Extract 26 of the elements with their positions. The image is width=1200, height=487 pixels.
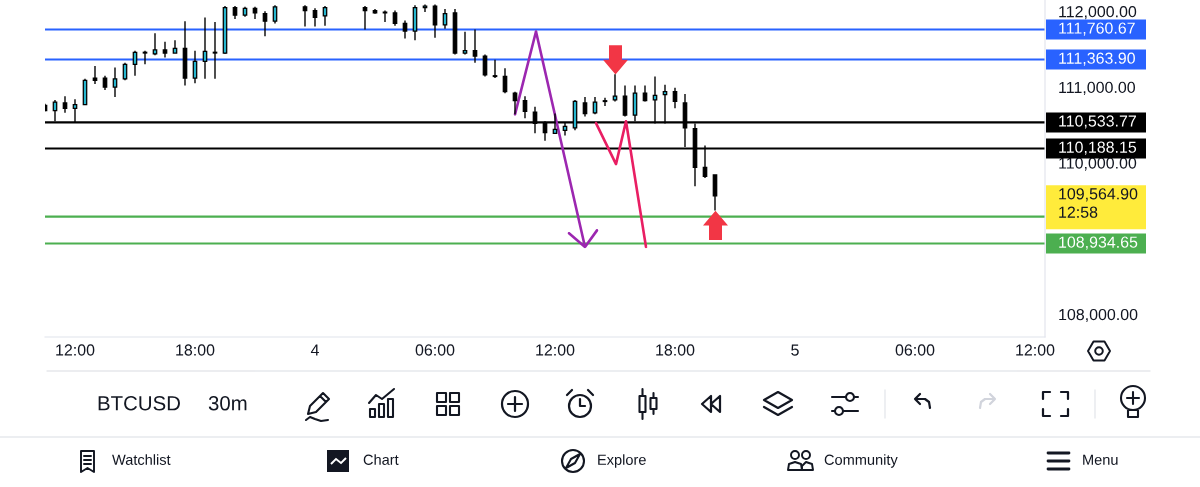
ref-line-label: 110,533.77 — [1059, 115, 1136, 129]
x-tick-label: 18:00 — [656, 344, 695, 356]
y-tick-label: 108,000.00 — [1059, 308, 1138, 323]
x-tick-label: 12:00 — [536, 344, 575, 356]
x-tick-label: 06:00 — [415, 344, 455, 356]
text: Watchlist — [112, 454, 171, 465]
x-tick-label: 12:00 — [1016, 344, 1055, 356]
ref-line-label: 108,934.65 — [1059, 236, 1138, 250]
x-tick-label: 4 — [310, 344, 319, 356]
ref-line-label: 110,188.15 — [1059, 141, 1137, 155]
text: Menu — [1083, 454, 1118, 465]
text: Explore — [598, 454, 646, 468]
y-tick-label: 110,000.00 — [1059, 157, 1137, 171]
x-tick-label: 5 — [791, 344, 799, 356]
text: 109,564.90 12:58 — [1059, 188, 1138, 218]
x-tick-label: 12:00 — [56, 344, 95, 356]
text: Chart — [363, 454, 399, 465]
x-tick-label: 18:00 — [176, 344, 215, 356]
text: 30m — [208, 396, 247, 411]
y-tick-label: 111,000.00 — [1059, 81, 1136, 95]
y-tick-label: 112,000.00 — [1059, 5, 1137, 20]
ref-line-label: 111,760.67 — [1059, 22, 1135, 36]
text: BTCUSD — [98, 396, 180, 411]
text: Community — [824, 454, 898, 468]
ref-line-label: 111,363.90 — [1059, 52, 1135, 66]
x-tick-label: 06:00 — [895, 344, 935, 356]
